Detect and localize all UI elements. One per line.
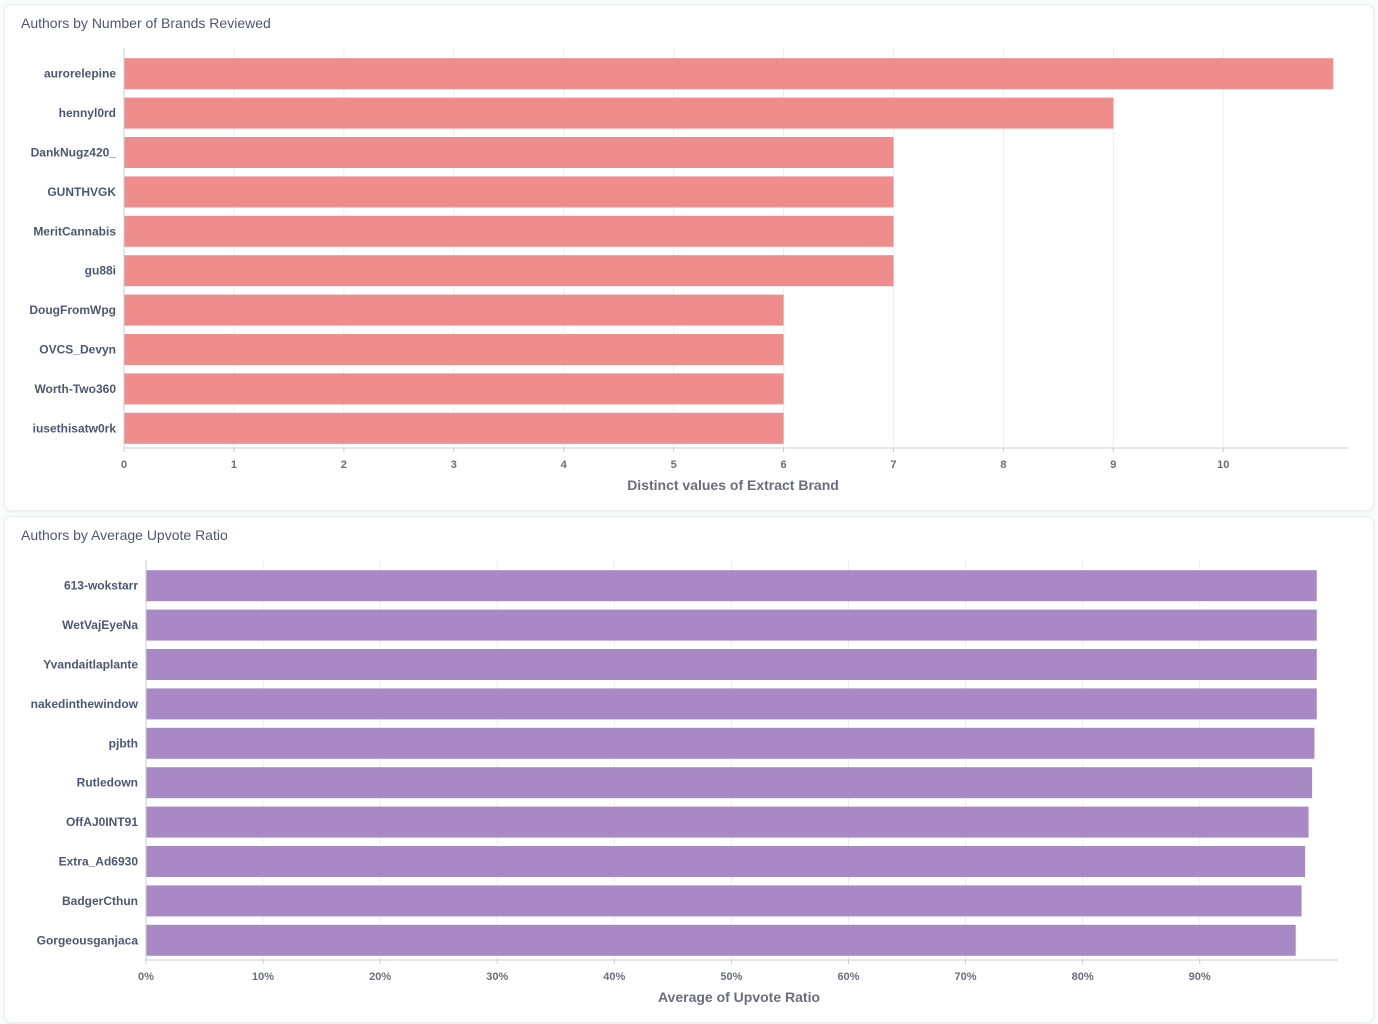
bar[interactable] (124, 255, 894, 287)
x-tick-label: 80% (1072, 971, 1094, 983)
bar[interactable] (124, 215, 894, 247)
category-label: nakedinthewindow (31, 697, 139, 711)
category-label: OVCS_Devyn (39, 343, 116, 357)
x-tick-label: 10 (1217, 459, 1229, 471)
bar[interactable] (146, 767, 1313, 799)
x-tick-label: 0 (121, 459, 127, 471)
x-tick-label: 8 (1000, 459, 1006, 471)
bar[interactable] (124, 137, 894, 168)
x-tick-label: 3 (451, 459, 457, 471)
x-axis-title: Average of Upvote Ratio (658, 989, 820, 1005)
category-label: aurorelepine (44, 67, 116, 81)
x-tick-label: 20% (369, 971, 391, 983)
brands-reviewed-chart: aurorelepine hennyl0rd DankNugz420_ GUNTHVG… (29, 48, 1348, 493)
category-label: MeritCannabis (33, 224, 116, 238)
x-tick-label: 90% (1189, 971, 1211, 983)
category-label: DougFromWpg (29, 303, 116, 317)
x-tick-label: 10% (252, 971, 274, 983)
chart-title[interactable]: Authors by Average Upvote Ratio (21, 527, 228, 543)
category-label: WetVajEyeNa (62, 618, 138, 632)
bar[interactable] (124, 97, 1114, 129)
bar[interactable] (146, 885, 1302, 917)
bar[interactable] (146, 570, 1317, 602)
x-tick-label: 9 (1110, 459, 1116, 471)
bar[interactable] (124, 294, 784, 326)
x-tick-label: 70% (955, 971, 977, 983)
category-label: Rutledown (77, 776, 138, 790)
brands-reviewed-card: Authors by Number of Brands Reviewed aur… (4, 4, 1374, 511)
bar[interactable] (146, 846, 1306, 877)
x-tick-label: 1 (231, 459, 237, 471)
x-tick-label: 6 (781, 459, 787, 471)
bar[interactable] (146, 924, 1296, 956)
bar[interactable] (124, 176, 894, 208)
chart-title[interactable]: Authors by Number of Brands Reviewed (21, 15, 271, 31)
bar[interactable] (146, 806, 1309, 838)
category-label: hennyl0rd (59, 106, 116, 120)
category-label: iusethisatw0rk (33, 421, 117, 435)
x-tick-label: 40% (603, 971, 625, 983)
x-tick-label: 5 (671, 459, 677, 471)
category-label: Yvandaitlaplante (43, 658, 138, 672)
bar[interactable] (124, 412, 784, 444)
x-tick-label: 30% (486, 971, 508, 983)
bar[interactable] (124, 373, 784, 405)
x-tick-label: 7 (890, 459, 896, 471)
bar[interactable] (146, 649, 1317, 680)
bar[interactable] (124, 334, 784, 365)
category-label: Gorgeousganjaca (37, 933, 139, 947)
category-label: GUNTHVGK (47, 185, 116, 199)
category-label: DankNugz420_ (31, 146, 117, 160)
category-label: OffAJ0INT91 (66, 815, 138, 829)
x-tick-label: 50% (720, 971, 742, 983)
category-label: Worth-Two360 (34, 382, 116, 396)
category-label: 613-wokstarr (64, 579, 138, 593)
bar[interactable] (146, 727, 1315, 759)
x-tick-label: 0% (138, 971, 154, 983)
category-label: BadgerCthun (62, 894, 138, 908)
category-label: Extra_Ad6930 (59, 855, 139, 869)
category-label: gu88i (85, 264, 116, 278)
bar[interactable] (124, 58, 1334, 90)
bar[interactable] (146, 688, 1317, 720)
x-tick-label: 4 (561, 459, 568, 471)
upvote-ratio-chart: 613-wokstarr WetVajEyeNa Yvandaitlaplante n… (31, 560, 1338, 1005)
category-label: pjbth (109, 736, 138, 750)
x-tick-label: 2 (341, 459, 347, 471)
upvote-ratio-card: Authors by Average Upvote Ratio 613-woks… (4, 516, 1374, 1023)
x-axis-title: Distinct values of Extract Brand (627, 477, 839, 493)
bar[interactable] (146, 609, 1317, 641)
x-tick-label: 60% (837, 971, 859, 983)
